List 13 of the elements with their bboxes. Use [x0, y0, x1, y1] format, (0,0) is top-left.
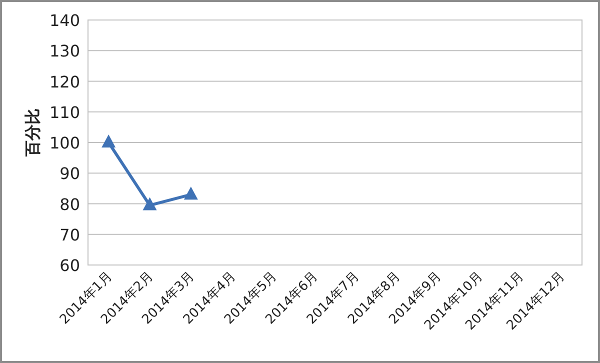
y-tick-label: 70 — [60, 225, 80, 244]
y-tick-label: 90 — [60, 164, 80, 184]
y-tick-label: 130 — [49, 42, 80, 61]
y-tick-label: 120 — [49, 72, 80, 92]
y-tick-label: 140 — [49, 11, 80, 30]
point — [184, 186, 198, 200]
point — [102, 134, 116, 148]
y-tick-label: 100 — [49, 134, 80, 152]
point — [142, 197, 157, 210]
y-tick-label: 60 — [60, 256, 80, 275]
y-tick-label: 110 — [49, 102, 80, 122]
y-tick-label: 80 — [60, 194, 80, 214]
y-axis-title: 百分比 — [23, 108, 42, 158]
